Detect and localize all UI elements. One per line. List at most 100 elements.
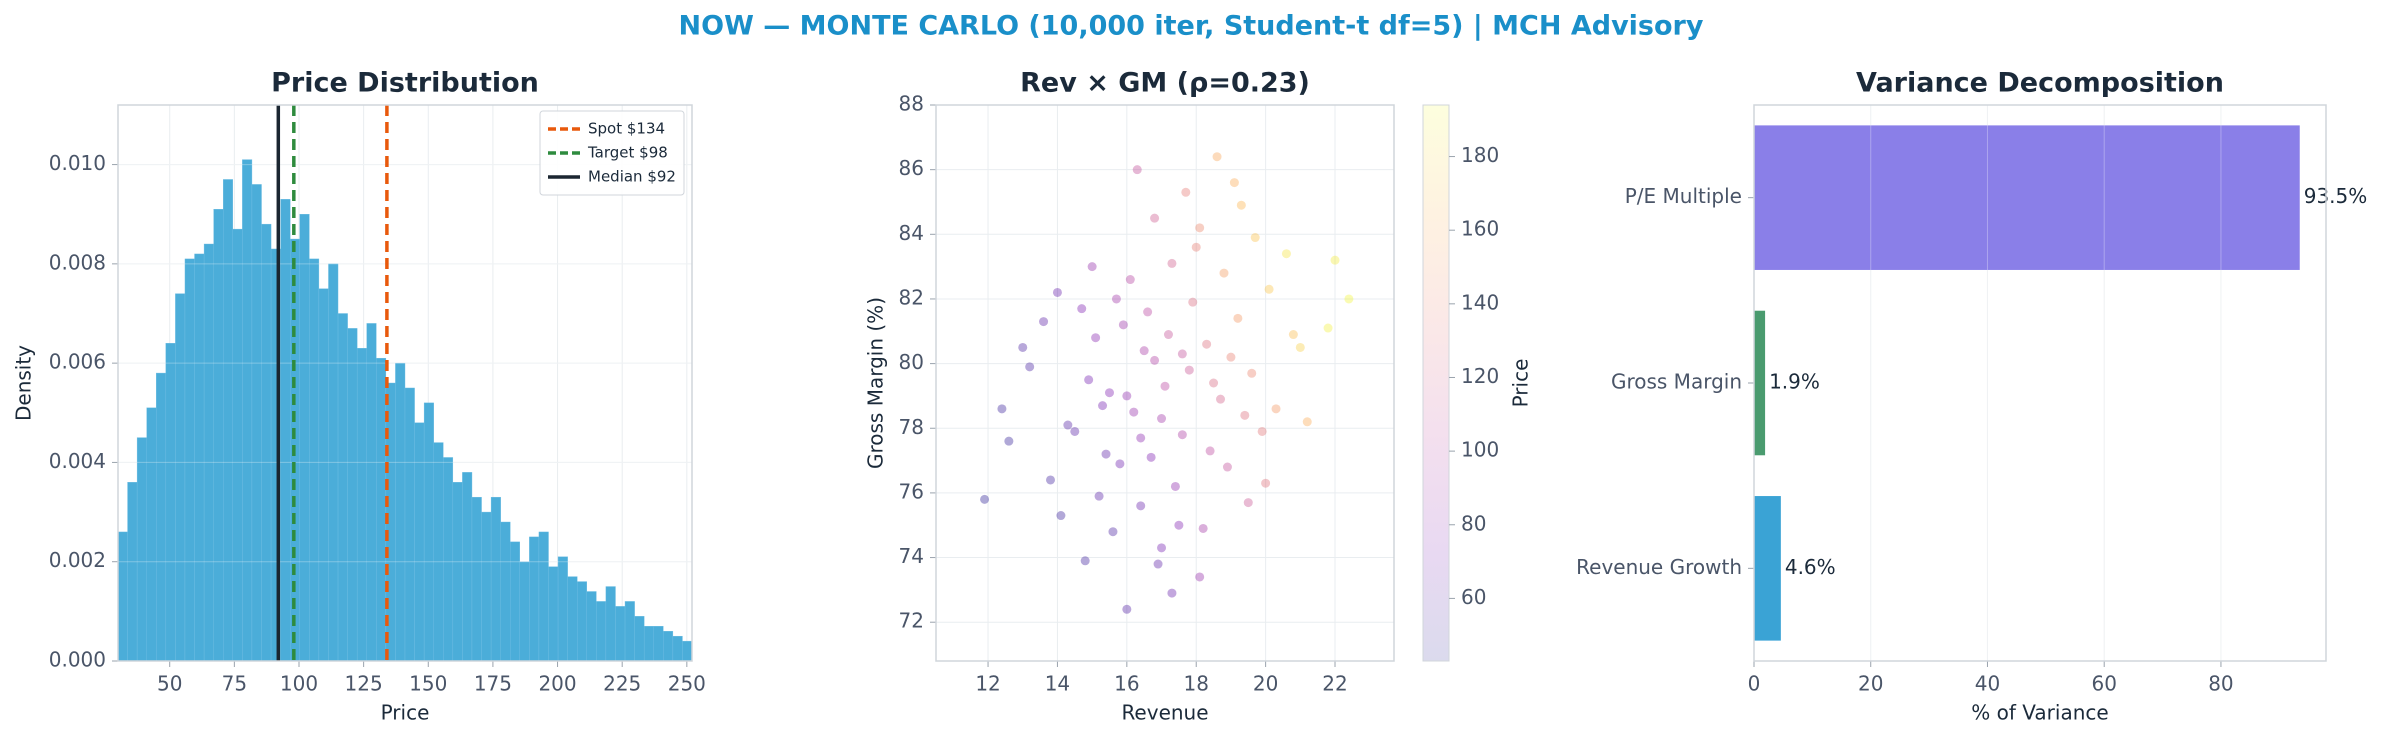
histogram-bar	[577, 581, 587, 662]
axes-frame	[1753, 104, 2327, 662]
figure-title: NOW — MONTE CARLO (10,000 iter, Student-…	[679, 11, 1704, 42]
y-tick-label: 0.004	[49, 449, 106, 473]
histogram-bar	[223, 179, 234, 662]
x-tick-label: 200	[538, 672, 576, 696]
scatter-point	[1212, 152, 1222, 162]
bar	[1754, 310, 1766, 456]
colorbar-tick-label: 160	[1461, 217, 1499, 241]
scatter-point	[1177, 430, 1187, 440]
histogram-bar	[280, 199, 291, 662]
scatter-point	[997, 404, 1007, 414]
scatter-point	[1143, 307, 1153, 317]
subplot-title: Variance Decomposition	[1856, 68, 2224, 99]
x-tick-label: 14	[1045, 672, 1070, 696]
histogram-bar	[356, 348, 367, 662]
scatter-point	[1136, 433, 1146, 443]
histogram-bar	[653, 626, 664, 662]
histogram-bar	[596, 601, 607, 662]
x-tick-label: 50	[157, 672, 182, 696]
category-label: P/E Multiple	[1625, 184, 1742, 208]
scatter-point	[1098, 401, 1108, 411]
histogram-bar	[538, 531, 549, 662]
scatter-point	[1271, 404, 1281, 414]
scatter-point	[1281, 249, 1291, 259]
scatter-point	[1226, 352, 1236, 362]
histogram-bar	[337, 313, 348, 662]
histogram-bar	[452, 482, 463, 662]
colorbar-tick-label: 120	[1461, 364, 1499, 388]
histogram-bar	[318, 288, 329, 662]
scatter-point	[1209, 378, 1219, 388]
histogram-bar	[643, 626, 654, 662]
legend-label: Target $98	[587, 144, 668, 162]
histogram-bar	[529, 536, 540, 662]
histogram-bar	[194, 253, 205, 662]
histogram-bar	[414, 422, 425, 662]
x-axis-label: % of Variance	[1971, 701, 2108, 725]
scatter-point	[1160, 381, 1170, 391]
histogram-bar	[213, 209, 224, 662]
histogram-bar	[184, 258, 195, 662]
scatter-point	[1146, 452, 1156, 462]
scatter-point	[1104, 388, 1114, 398]
histogram-bar	[404, 387, 415, 662]
scatter-point	[1122, 604, 1132, 614]
x-tick-label: 75	[222, 672, 247, 696]
x-tick-label: 100	[280, 672, 318, 696]
histogram-bar	[146, 407, 157, 662]
x-axis-label: Revenue	[1121, 701, 1208, 725]
scatter-point	[980, 494, 990, 504]
x-tick-label: 125	[345, 672, 383, 696]
scatter-point	[1174, 520, 1184, 530]
scatter-point	[1202, 339, 1212, 349]
scatter-point	[1150, 213, 1160, 223]
scatter-point	[1132, 165, 1142, 175]
scatter-point	[1247, 368, 1257, 378]
histogram-bar	[376, 357, 387, 662]
category-label: Gross Margin	[1611, 370, 1742, 394]
subplot-title: Rev × GM (ρ=0.23)	[1020, 68, 1310, 99]
scatter-point	[1157, 543, 1167, 553]
scatter-point	[1125, 275, 1135, 285]
x-tick-label: 22	[1322, 672, 1347, 696]
colorbar-tick-label: 140	[1461, 290, 1499, 314]
y-tick-label: 0.000	[49, 648, 106, 672]
scatter-point	[1077, 304, 1087, 314]
scatter-point	[1150, 355, 1160, 365]
scatter-point	[1233, 313, 1243, 323]
scatter-point	[1136, 501, 1146, 511]
scatter-point	[1129, 407, 1139, 417]
histogram-bar	[261, 223, 272, 662]
bar	[1754, 496, 1781, 641]
histogram-bar	[605, 586, 616, 662]
scatter-point	[1080, 556, 1090, 566]
histogram-bar	[165, 343, 176, 662]
scatter-point	[1302, 417, 1312, 427]
scatter-point	[1195, 572, 1205, 582]
y-tick-label: 82	[899, 285, 924, 309]
y-tick-label: 88	[899, 92, 924, 116]
x-tick-label: 40	[1975, 672, 2000, 696]
histogram-bar	[203, 243, 214, 662]
scatter-point	[1153, 559, 1163, 569]
scatter-point	[1198, 523, 1208, 533]
y-tick-label: 74	[899, 544, 924, 568]
y-tick-label: 0.006	[49, 350, 106, 374]
histogram-bar	[299, 214, 310, 662]
y-tick-label: 76	[899, 479, 924, 503]
scatter-point	[1170, 481, 1180, 491]
histogram-bar	[423, 402, 434, 662]
scatter-point	[1181, 187, 1191, 197]
scatter-point	[1295, 342, 1305, 352]
x-tick-label: 175	[474, 672, 512, 696]
y-tick-label: 0.008	[49, 250, 106, 274]
category-label: Revenue Growth	[1576, 555, 1742, 579]
x-tick-label: 12	[975, 672, 1000, 696]
histogram-bar	[672, 635, 683, 662]
y-tick-label: 72	[899, 609, 924, 633]
scatter-point	[1101, 449, 1111, 459]
axes-frame	[935, 104, 1395, 662]
histogram-bar	[500, 521, 511, 662]
scatter-point	[1157, 414, 1167, 424]
y-tick-label: 84	[899, 221, 924, 245]
